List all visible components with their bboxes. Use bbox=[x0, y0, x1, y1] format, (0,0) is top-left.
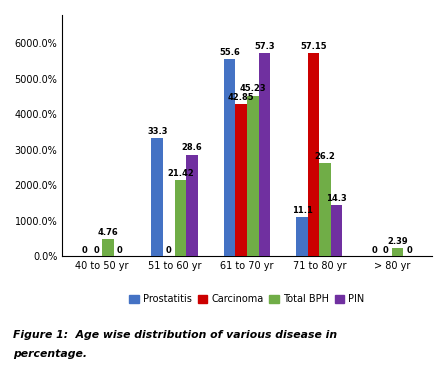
Text: 11.1: 11.1 bbox=[291, 206, 312, 214]
Text: 33.3: 33.3 bbox=[147, 127, 167, 136]
Bar bbox=[320, 163, 331, 256]
Text: 21.42: 21.42 bbox=[167, 169, 194, 178]
Bar bbox=[102, 239, 114, 256]
Text: 4.76: 4.76 bbox=[97, 228, 118, 237]
Text: 28.6: 28.6 bbox=[182, 143, 202, 153]
Text: 0: 0 bbox=[383, 246, 389, 255]
Bar bbox=[174, 180, 186, 256]
Text: Figure 1:  Age wise distribution of various disease in: Figure 1: Age wise distribution of vario… bbox=[13, 330, 337, 340]
Bar bbox=[235, 104, 247, 256]
Legend: Prostatitis, Carcinoma, Total BPH, PIN: Prostatitis, Carcinoma, Total BPH, PIN bbox=[127, 292, 367, 306]
Text: 0: 0 bbox=[166, 246, 172, 255]
Bar bbox=[392, 248, 403, 256]
Text: 45.23: 45.23 bbox=[239, 85, 266, 93]
Text: 0: 0 bbox=[117, 246, 122, 255]
Text: 26.2: 26.2 bbox=[315, 152, 336, 161]
Bar bbox=[296, 217, 308, 256]
Text: 55.6: 55.6 bbox=[219, 48, 240, 57]
Text: 0: 0 bbox=[93, 246, 99, 255]
Bar bbox=[186, 154, 198, 256]
Text: 14.3: 14.3 bbox=[326, 194, 347, 203]
Bar bbox=[331, 205, 343, 256]
Text: 42.85: 42.85 bbox=[228, 93, 255, 102]
Text: percentage.: percentage. bbox=[13, 349, 87, 359]
Bar bbox=[247, 96, 259, 256]
Text: 57.15: 57.15 bbox=[300, 42, 327, 51]
Text: 0: 0 bbox=[82, 246, 88, 255]
Bar bbox=[259, 53, 270, 256]
Bar bbox=[151, 138, 163, 256]
Bar bbox=[224, 59, 235, 256]
Text: 2.39: 2.39 bbox=[387, 236, 408, 246]
Bar bbox=[308, 53, 320, 256]
Text: 0: 0 bbox=[406, 246, 412, 255]
Text: 57.3: 57.3 bbox=[254, 41, 275, 51]
Text: 0: 0 bbox=[372, 246, 377, 255]
